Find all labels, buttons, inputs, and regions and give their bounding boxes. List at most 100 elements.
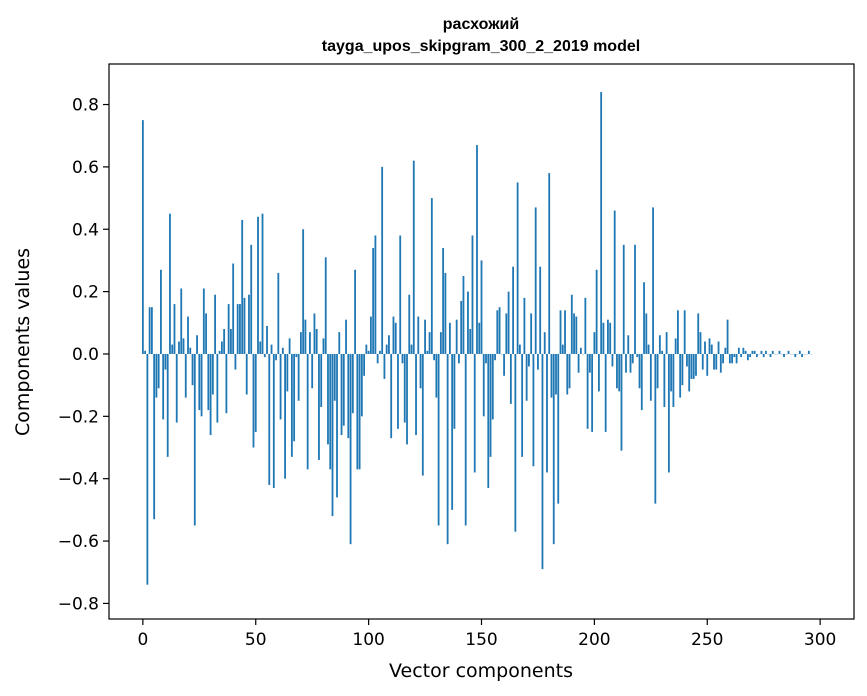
bar-9: [162, 353, 165, 420]
bar-205: [604, 353, 607, 432]
bar-series: [141, 92, 813, 585]
bar-55: [266, 325, 268, 354]
bar-165: [514, 353, 517, 532]
bar-87: [338, 332, 341, 354]
bar-97: [360, 353, 363, 417]
bar-133: [442, 247, 445, 354]
bar-242: [688, 353, 691, 392]
bar-68: [295, 353, 298, 358]
y-tick-label: 0.8: [72, 96, 99, 116]
bar-278: [769, 353, 772, 358]
bar-226: [652, 207, 654, 354]
bar-36: [223, 329, 226, 354]
x-tick-label: 50: [245, 630, 267, 650]
bar-99: [365, 344, 368, 354]
bar-147: [473, 353, 476, 473]
bar-160: [503, 353, 505, 376]
bar-78: [318, 353, 320, 460]
bar-158: [498, 307, 501, 354]
bar-128: [430, 198, 433, 354]
bar-163: [509, 353, 512, 404]
bar-184: [557, 353, 560, 504]
bar-197: [586, 353, 589, 429]
bar-59: [275, 353, 277, 361]
bar-123: [419, 353, 422, 389]
bar-230: [661, 350, 664, 354]
bar-181: [550, 353, 553, 398]
bar-89: [342, 353, 345, 426]
bar-108: [385, 344, 388, 354]
bar-4: [150, 307, 153, 354]
bar-51: [257, 216, 259, 354]
bar-276: [765, 350, 767, 354]
bar-166: [516, 182, 519, 354]
bar-148: [476, 145, 478, 354]
bar-6: [155, 353, 158, 398]
bar-144: [467, 291, 469, 354]
bar-183: [555, 353, 557, 395]
bar-35: [220, 341, 223, 354]
bar-221: [640, 353, 643, 411]
bar-237: [677, 310, 679, 354]
bar-72: [304, 319, 307, 354]
bar-81: [324, 257, 327, 354]
x-tick-label: 250: [691, 630, 723, 650]
bar-76: [313, 313, 316, 354]
bar-265: [740, 353, 743, 358]
bar-88: [340, 353, 343, 436]
bar-11: [166, 353, 169, 457]
bar-57: [270, 344, 273, 354]
bar-224: [647, 344, 650, 354]
bar-105: [379, 350, 381, 354]
bar-254: [715, 353, 718, 370]
bar-47: [248, 294, 250, 354]
chart-title-line1: расхожий: [443, 16, 519, 33]
bar-240: [683, 310, 686, 354]
bar-262: [733, 353, 736, 358]
bar-162: [507, 291, 510, 354]
bar-246: [697, 313, 700, 354]
bar-92: [349, 353, 352, 545]
bar-243: [690, 353, 693, 379]
bar-29: [207, 353, 210, 411]
bar-8: [160, 269, 162, 354]
bar-176: [539, 266, 542, 354]
chart-title-line2: tayga_upos_skipgram_300_2_2019 model: [322, 38, 640, 55]
bar-142: [462, 276, 465, 354]
x-tick-label: 150: [465, 630, 497, 650]
bar-30: [209, 353, 212, 436]
bar-94: [354, 269, 356, 354]
bar-255: [717, 341, 720, 354]
bar-90: [345, 319, 347, 354]
bar-215: [627, 335, 630, 354]
y-tick-label: 0.4: [72, 220, 99, 240]
bar-45: [243, 297, 246, 354]
bar-52: [259, 341, 262, 354]
bar-263: [735, 353, 738, 364]
bar-31: [211, 353, 214, 395]
bar-96: [358, 353, 361, 470]
bar-212: [620, 353, 623, 451]
bar-249: [704, 341, 706, 354]
bar-107: [383, 353, 386, 379]
bar-53: [261, 213, 264, 354]
x-tick-label: 200: [578, 630, 610, 650]
bar-167: [518, 344, 521, 354]
x-tick-label: 0: [137, 630, 148, 650]
bar-54: [263, 353, 266, 358]
bar-180: [548, 173, 551, 354]
bar-12: [169, 213, 171, 354]
bar-257: [722, 353, 724, 364]
bar-127: [428, 332, 431, 354]
bar-252: [710, 344, 713, 354]
bar-238: [679, 353, 682, 398]
bar-28: [205, 313, 207, 354]
bar-260: [728, 353, 731, 364]
bar-235: [672, 353, 675, 407]
bar-192: [575, 316, 578, 354]
bar-26: [200, 353, 203, 417]
bar-58: [272, 353, 275, 489]
bar-65: [288, 338, 291, 354]
y-tick-label: −0.4: [58, 470, 99, 490]
